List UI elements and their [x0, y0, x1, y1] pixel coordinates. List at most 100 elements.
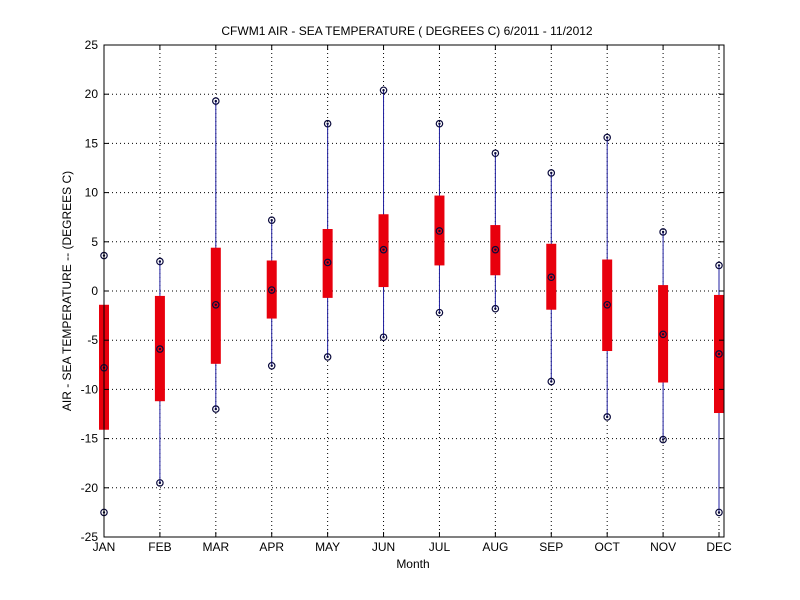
box-sep [546, 169, 557, 386]
median-marker [267, 286, 276, 294]
min-marker-dot [661, 438, 665, 441]
x-tick-label: DEC [706, 540, 732, 554]
max-marker-dot [270, 218, 273, 222]
median-marker-dot [214, 303, 218, 306]
x-tick-label: JAN [93, 540, 116, 554]
min-marker [659, 435, 667, 444]
max-marker [323, 119, 332, 128]
y-tick-label: 25 [85, 38, 99, 52]
min-marker [212, 405, 220, 413]
x-tick-label: OCT [595, 540, 621, 554]
max-marker [267, 216, 276, 224]
median-marker [603, 300, 611, 309]
max-marker-dot [717, 264, 721, 267]
max-marker [603, 133, 611, 142]
median-marker [323, 258, 332, 267]
box-jul [434, 119, 445, 317]
max-marker-dot [158, 260, 162, 263]
max-marker [212, 97, 220, 105]
max-marker-dot [214, 99, 218, 103]
median-marker-dot [158, 347, 162, 351]
min-marker [156, 479, 164, 487]
y-axis: -25 -20 -15 -10 -5 0 5 10 15 20 25 [81, 38, 724, 544]
min-marker-dot [605, 415, 609, 419]
max-marker-dot [494, 152, 497, 155]
x-tick-label: SEP [539, 540, 563, 554]
max-marker [659, 228, 667, 236]
median-marker [659, 330, 667, 339]
median-marker-dot [270, 288, 273, 292]
median-marker [547, 273, 556, 282]
max-marker [156, 257, 164, 266]
box-jun [378, 86, 389, 342]
median-marker-dot [605, 303, 609, 306]
min-marker-dot [550, 380, 553, 383]
box-series [99, 86, 724, 517]
median-marker [435, 227, 444, 235]
y-tick-label: 15 [85, 136, 99, 150]
max-marker-dot [605, 136, 609, 139]
min-marker [267, 361, 276, 370]
min-marker-dot [158, 481, 162, 485]
x-tick-label: MAR [202, 540, 229, 554]
max-marker-dot [326, 122, 329, 125]
y-tick-label: -15 [81, 432, 99, 446]
median-marker [379, 245, 388, 254]
box-aug [490, 149, 501, 313]
min-marker-dot [438, 311, 441, 314]
y-tick-label: 20 [85, 87, 99, 101]
y-tick-label: -10 [81, 382, 99, 396]
min-marker [323, 353, 332, 361]
min-marker-dot [214, 407, 218, 411]
x-tick-label: FEB [148, 540, 171, 554]
max-marker-dot [382, 89, 385, 92]
max-marker-dot [661, 230, 665, 234]
max-marker [547, 169, 556, 177]
y-tick-label: 0 [91, 284, 98, 298]
median-marker-dot [382, 248, 385, 251]
x-tick-label: JUL [429, 540, 451, 554]
min-marker-dot [717, 511, 721, 514]
box-may [322, 119, 333, 361]
x-tick-label: APR [259, 540, 284, 554]
median-marker-dot [661, 333, 665, 336]
x-axis: JAN FEB MAR APR MAY JUN JUL AUG SEP OCT NOV DEC [93, 45, 732, 554]
max-marker [435, 119, 444, 128]
min-marker [715, 508, 723, 517]
box-nov [658, 228, 669, 444]
median-marker-dot [438, 229, 441, 233]
min-marker-dot [326, 355, 329, 359]
min-marker-dot [382, 336, 385, 339]
y-tick-label: -5 [87, 333, 98, 347]
median-marker [491, 245, 500, 254]
median-marker [212, 300, 220, 309]
max-marker-dot [438, 122, 441, 125]
box-mar [210, 97, 221, 413]
box-apr [266, 216, 277, 370]
min-marker-dot [494, 307, 497, 310]
x-tick-label: JUN [372, 540, 395, 554]
max-marker [491, 149, 500, 158]
box-feb [154, 257, 165, 487]
min-marker [491, 304, 500, 313]
max-marker [379, 86, 388, 95]
box-oct [602, 133, 613, 421]
x-tick-label: NOV [650, 540, 676, 554]
y-axis-label: AIR - SEA TEMPERATURE -- (DEGREES C) [60, 171, 74, 411]
y-tick-label: -20 [81, 481, 99, 495]
min-marker-dot [270, 364, 273, 367]
chart-title: CFWM1 AIR - SEA TEMPERATURE ( DEGREES C)… [221, 24, 593, 38]
median-marker-dot [717, 352, 721, 356]
median-marker-dot [326, 261, 329, 264]
min-marker [547, 377, 556, 386]
median-marker-dot [550, 276, 553, 279]
y-tick-label: 5 [91, 235, 98, 249]
median-marker-dot [494, 248, 497, 251]
max-marker [715, 261, 723, 270]
x-tick-label: AUG [482, 540, 508, 554]
min-marker [603, 413, 611, 421]
y-tick-label: -25 [81, 530, 99, 544]
median-marker [156, 345, 164, 353]
median-marker [715, 350, 723, 358]
